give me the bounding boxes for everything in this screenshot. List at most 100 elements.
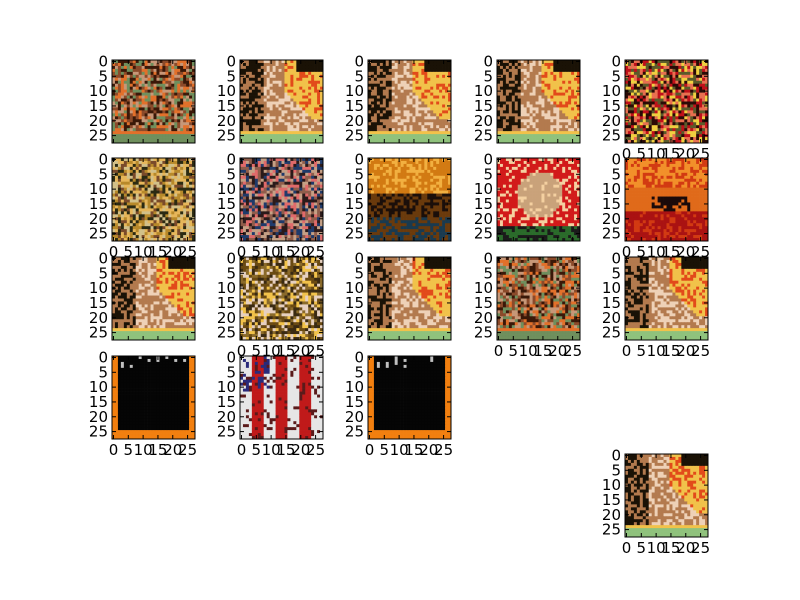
image-pixel bbox=[663, 71, 667, 76]
image-pixel bbox=[553, 83, 557, 88]
image-pixel bbox=[123, 190, 128, 194]
image-pixel bbox=[120, 220, 125, 224]
image-pixel bbox=[263, 116, 268, 120]
image-pixel bbox=[135, 163, 140, 168]
image-pixel bbox=[192, 223, 196, 227]
image-pixel bbox=[117, 107, 122, 111]
image-pixel bbox=[436, 92, 440, 96]
image-pixel bbox=[314, 95, 318, 99]
image-pixel bbox=[135, 217, 140, 221]
image-pixel bbox=[171, 122, 175, 126]
image-pixel bbox=[141, 65, 145, 70]
image-pixel bbox=[497, 77, 501, 82]
image-pixel bbox=[388, 128, 393, 132]
image-pixel bbox=[120, 89, 125, 93]
image-pixel bbox=[654, 134, 658, 138]
image-pixel bbox=[141, 202, 145, 206]
image-pixel bbox=[430, 80, 434, 85]
image-pixel bbox=[627, 89, 632, 93]
image-pixel bbox=[666, 119, 670, 123]
image-pixel bbox=[633, 122, 638, 126]
image-pixel bbox=[293, 80, 297, 85]
image-pixel bbox=[418, 119, 422, 123]
image-pixel bbox=[242, 86, 247, 90]
image-pixel bbox=[625, 122, 629, 126]
image-pixel bbox=[266, 131, 270, 135]
image-pixel bbox=[562, 122, 566, 126]
image-pixel bbox=[165, 116, 169, 120]
image-pixel bbox=[448, 65, 452, 70]
image-pixel bbox=[135, 190, 140, 194]
image-pixel bbox=[302, 89, 306, 93]
image-pixel bbox=[299, 80, 303, 85]
image-pixel bbox=[162, 92, 166, 96]
image-pixel bbox=[305, 163, 309, 168]
image-pixel bbox=[305, 104, 309, 108]
image-pixel bbox=[532, 71, 536, 76]
image-pixel bbox=[138, 158, 142, 162]
image-pixel bbox=[296, 77, 300, 82]
image-pixel bbox=[308, 80, 312, 85]
image-pixel bbox=[376, 74, 381, 79]
image-pixel bbox=[186, 211, 190, 215]
image-pixel bbox=[636, 134, 641, 138]
image-pixel bbox=[168, 190, 172, 194]
image-pixel bbox=[153, 86, 157, 90]
image-pixel bbox=[502, 95, 507, 99]
image-pixel bbox=[112, 95, 116, 99]
image-pixel bbox=[436, 110, 440, 114]
image-pixel bbox=[391, 98, 396, 102]
image-pixel bbox=[302, 104, 306, 108]
image-pixel bbox=[633, 71, 638, 76]
image-pixel bbox=[183, 122, 187, 126]
image-pixel bbox=[174, 80, 178, 85]
image-pixel bbox=[511, 92, 516, 96]
image-pixel bbox=[183, 181, 187, 186]
image-pixel bbox=[144, 98, 148, 102]
image-pixel bbox=[260, 101, 265, 105]
image-pixel bbox=[263, 98, 268, 102]
image-pixel bbox=[379, 65, 384, 70]
image-pixel bbox=[123, 229, 128, 233]
image-pixel bbox=[162, 68, 166, 73]
image-pixel bbox=[308, 158, 312, 162]
image-pixel bbox=[162, 125, 166, 129]
image-pixel bbox=[568, 137, 572, 141]
image-pixel bbox=[284, 119, 288, 123]
image-pixel bbox=[171, 205, 175, 209]
image-pixel bbox=[192, 116, 196, 120]
y-tick-label: 10 bbox=[89, 180, 108, 198]
image-pixel bbox=[189, 119, 193, 123]
image-pixel bbox=[150, 211, 154, 215]
image-pixel bbox=[562, 83, 566, 88]
image-pixel bbox=[645, 71, 650, 76]
image-pixel bbox=[427, 137, 431, 141]
image-pixel bbox=[523, 122, 527, 126]
image-pixel bbox=[254, 160, 259, 165]
image-pixel bbox=[526, 125, 530, 129]
image-pixel bbox=[403, 113, 407, 117]
image-pixel bbox=[502, 104, 507, 108]
image-pixel bbox=[547, 74, 551, 79]
image-pixel bbox=[240, 137, 244, 141]
image-pixel bbox=[284, 122, 288, 126]
image-pixel bbox=[159, 158, 163, 162]
image-pixel bbox=[189, 235, 193, 239]
image-pixel bbox=[165, 71, 169, 76]
image-pixel bbox=[168, 134, 172, 138]
image-pixel bbox=[138, 199, 142, 203]
image-pixel bbox=[126, 128, 131, 132]
image-pixel bbox=[186, 181, 190, 186]
image-pixel bbox=[117, 238, 122, 242]
image-pixel bbox=[141, 62, 145, 67]
image-pixel bbox=[439, 131, 443, 135]
image-pixel bbox=[565, 116, 569, 120]
image-pixel bbox=[370, 110, 375, 114]
image-pixel bbox=[174, 184, 178, 188]
image-pixel bbox=[275, 98, 279, 102]
image-pixel bbox=[556, 92, 560, 96]
image-pixel bbox=[266, 128, 270, 132]
image-pixel bbox=[538, 128, 542, 132]
image-pixel bbox=[541, 113, 545, 117]
image-pixel bbox=[391, 116, 396, 120]
